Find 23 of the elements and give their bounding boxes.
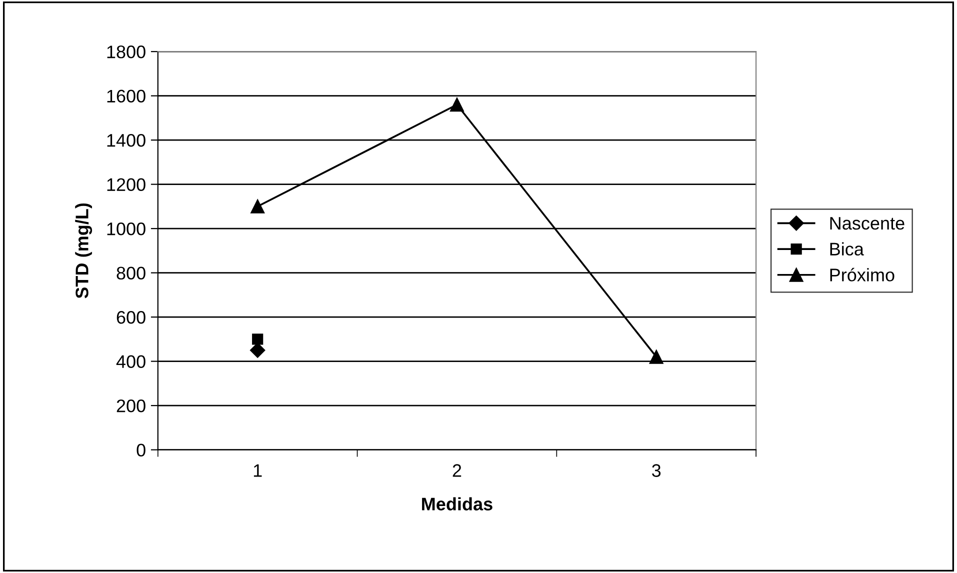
y-tick-label: 800 <box>116 266 146 280</box>
x-tick-label: 1 <box>254 464 262 477</box>
y-tick-label: 1600 <box>107 90 146 103</box>
y-tick-label: 1000 <box>107 222 146 236</box>
y-tick-label: 1200 <box>107 178 146 192</box>
y-tick-label: 400 <box>116 355 146 368</box>
y-tick-label: 1800 <box>107 46 146 58</box>
y-tick-label: 600 <box>116 310 146 324</box>
point <box>450 98 464 112</box>
legend-label: Bica <box>830 242 864 256</box>
legend-label: Próximo <box>830 268 894 282</box>
x-axis-title: Medidas <box>422 497 492 510</box>
point <box>250 342 266 358</box>
point <box>649 350 664 364</box>
y-axis-title: STD (mg/L) <box>75 203 92 298</box>
x-tick-label: 2 <box>452 464 462 477</box>
point <box>252 334 264 345</box>
legend-label: Nascente <box>830 217 904 230</box>
y-tick-label: 1400 <box>107 134 146 147</box>
x-tick-label: 3 <box>652 464 661 477</box>
point <box>250 199 265 214</box>
y-tick-label: 0 <box>136 444 146 457</box>
y-tick-label: 200 <box>116 399 146 412</box>
